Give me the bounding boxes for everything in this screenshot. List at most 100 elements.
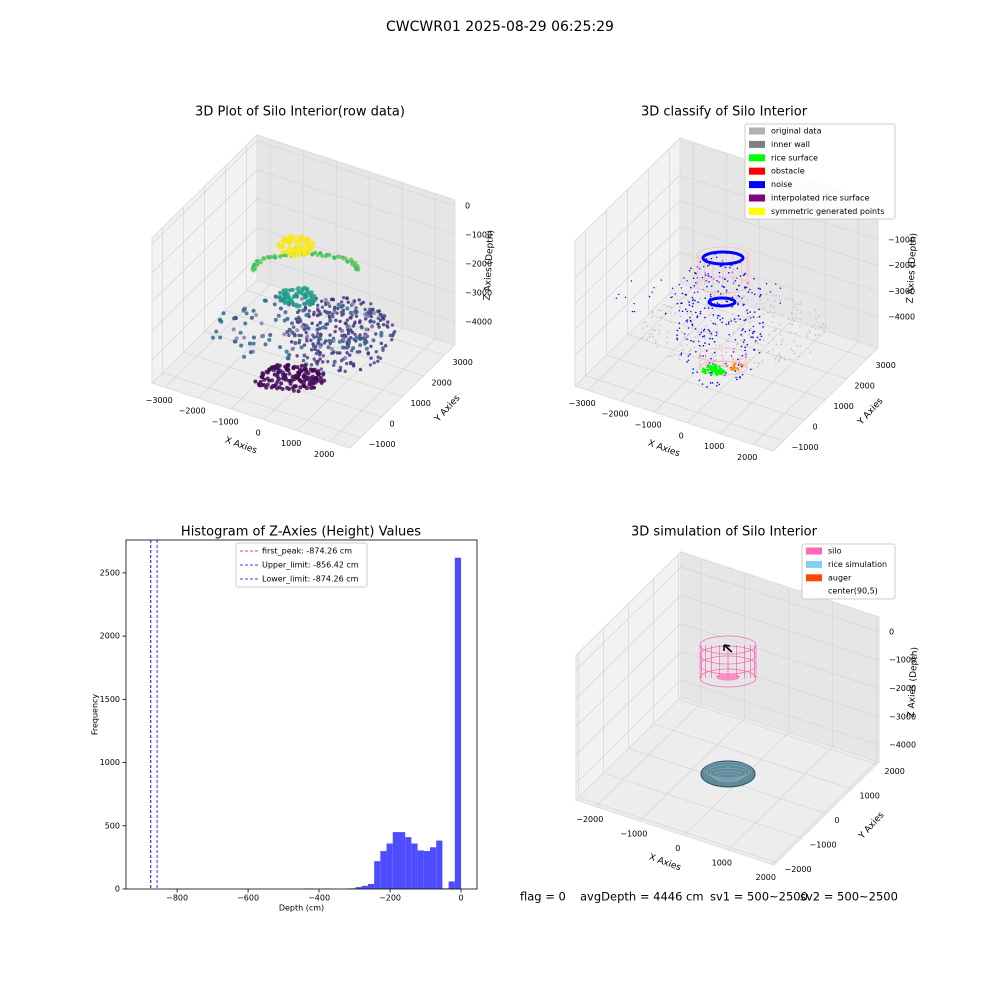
scatter-point <box>285 385 290 390</box>
scatter-point <box>316 331 320 336</box>
scatter-point <box>716 317 719 319</box>
scatter-point <box>301 286 306 291</box>
grid-line <box>680 566 880 633</box>
scatter-point <box>722 371 725 374</box>
y-tick-label: 1000 <box>100 758 120 767</box>
scatter-point <box>348 353 352 357</box>
scatter-point <box>799 303 801 306</box>
scatter-point <box>712 315 714 318</box>
scatter-point <box>707 275 710 277</box>
bar <box>374 861 381 889</box>
scatter-point <box>689 286 692 289</box>
scatter-point <box>316 378 321 383</box>
scatter-point <box>280 387 285 392</box>
footer-sv1: sv1 = 500~2500 <box>710 890 808 904</box>
scatter-point <box>707 307 710 309</box>
grid-line <box>151 169 258 274</box>
z-tick-label: −2000 <box>889 684 916 693</box>
scatter-point <box>694 328 697 330</box>
scatter-point <box>665 341 668 344</box>
scatter-point <box>278 345 283 350</box>
scatter-point <box>369 356 373 360</box>
scatter-point <box>745 345 748 348</box>
scatter-point <box>778 360 780 362</box>
x-tick-label: 0 <box>256 428 261 437</box>
panel-title: 3D Plot of Silo Interior(row data) <box>195 105 405 120</box>
scatter-point <box>741 329 743 331</box>
scatter-point <box>343 256 348 261</box>
scatter-point <box>304 251 309 256</box>
legend-swatch <box>749 167 765 175</box>
scatter-point <box>338 365 343 370</box>
scatter-point <box>796 309 799 311</box>
scatter-point <box>277 385 282 390</box>
scatter-point <box>710 365 714 369</box>
scatter-point <box>815 317 817 319</box>
scatter-point <box>704 307 706 309</box>
scatter-point <box>310 242 315 247</box>
scatter-point <box>704 316 706 319</box>
scatter-point <box>651 311 654 314</box>
scatter-point <box>813 324 816 327</box>
scatter-point <box>633 302 635 305</box>
scatter-point <box>779 354 781 357</box>
scatter-point <box>321 371 326 376</box>
scatter-point <box>726 340 728 343</box>
scatter-point <box>748 334 750 336</box>
scatter-point <box>368 363 373 367</box>
scatter-point <box>300 324 305 329</box>
legend-swatch <box>749 127 765 135</box>
scatter-point <box>814 309 817 311</box>
scatter-point <box>670 296 672 299</box>
scatter-point <box>310 374 315 379</box>
scatter-point <box>715 344 717 346</box>
scatter-point <box>690 349 692 351</box>
scatter-point <box>354 314 359 318</box>
scatter-point <box>238 330 243 335</box>
scatter-point <box>711 307 714 310</box>
scatter-point <box>737 302 739 304</box>
y-tick-label: 0 <box>835 816 840 825</box>
scatter-point <box>736 297 739 300</box>
scatter-point <box>297 338 302 343</box>
scatter-point <box>306 244 311 249</box>
scatter-point <box>741 373 744 376</box>
scatter-point <box>692 372 694 374</box>
scatter-point <box>771 321 774 324</box>
scatter-point <box>782 338 784 341</box>
bar <box>380 851 387 889</box>
scatter-point <box>252 262 257 267</box>
scatter-point <box>701 335 704 338</box>
scatter-point <box>716 330 718 332</box>
scatter-point <box>703 328 706 331</box>
grid-line <box>575 566 682 671</box>
x-tick-label: −1000 <box>635 421 662 430</box>
scatter-point <box>652 335 654 338</box>
scatter-point <box>348 310 353 315</box>
scatter-point <box>751 367 753 370</box>
scatter-point <box>287 378 292 383</box>
scatter-point <box>648 295 651 298</box>
scatter-point <box>679 358 681 361</box>
scatter-point <box>766 311 769 314</box>
scatter-point <box>737 364 740 366</box>
scatter-point <box>685 294 688 296</box>
scatter-point <box>284 239 289 244</box>
scatter-point <box>693 319 695 321</box>
scatter-point <box>734 338 737 341</box>
x-tick-label: 2000 <box>737 453 757 462</box>
scatter-point <box>683 277 685 279</box>
scatter-point <box>772 349 774 351</box>
scatter-point <box>676 338 679 341</box>
scatter-point <box>351 346 356 351</box>
scatter-point <box>294 292 299 297</box>
scatter-point <box>306 326 311 331</box>
scatter-point <box>390 323 395 327</box>
scatter-point <box>273 317 278 322</box>
scatter-point <box>681 331 683 334</box>
scatter-point <box>684 321 686 324</box>
scatter-point <box>231 327 236 332</box>
scatter-point <box>314 351 319 356</box>
